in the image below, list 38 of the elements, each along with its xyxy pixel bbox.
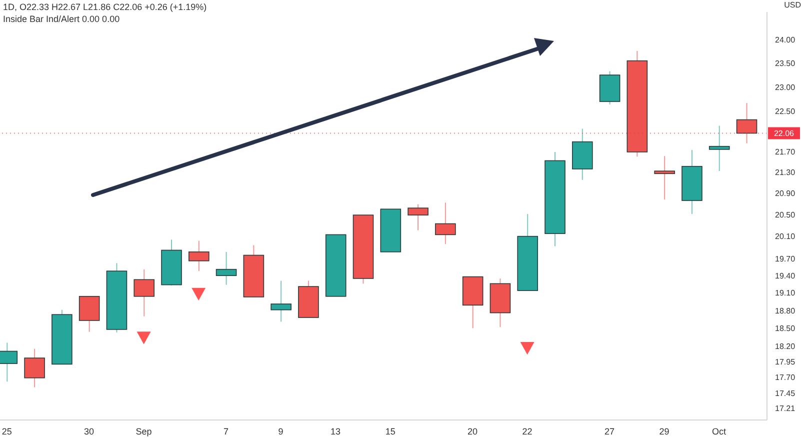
x-tick-label: 9 — [278, 426, 284, 436]
annotation: Inside Bar Ind/Alert 0.00 0.00 — [3, 13, 121, 25]
x-tick-label: 25 — [2, 426, 12, 436]
point — [136, 332, 151, 344]
y-tick-label: 17.21 — [775, 404, 796, 414]
x-tick-label: 7 — [223, 426, 228, 436]
y-tick-label: 18.80 — [775, 306, 796, 316]
x-tick-label: 13 — [330, 426, 341, 436]
x-tick-label: Sep — [136, 426, 152, 436]
point — [520, 342, 534, 355]
point — [192, 288, 206, 300]
y-tick-label: 17.45 — [775, 388, 796, 398]
y-tick-label: 20.90 — [775, 188, 796, 198]
y-tick-label: 23.50 — [775, 58, 796, 68]
y-axis-title: USD — [784, 0, 801, 10]
x-tick-label: 15 — [385, 426, 396, 436]
x-tick-label: Oct — [712, 426, 727, 436]
x-tick-label: 27 — [604, 426, 614, 436]
y-tick-label: 19.40 — [775, 271, 796, 280]
y-tick-label: 17.95 — [775, 358, 796, 367]
y-tick-label: 20.10 — [775, 232, 796, 242]
x-tick-label: 29 — [659, 426, 670, 436]
x-tick-label: 20 — [468, 426, 478, 436]
y-tick-label: 19.10 — [775, 288, 796, 298]
y-tick-label: 18.50 — [775, 324, 796, 334]
y-tick-label: 17.70 — [775, 373, 796, 382]
x-tick-label: 22 — [522, 426, 532, 436]
y-tick-label: 18.20 — [775, 342, 796, 352]
y-tick-label: 21.70 — [775, 147, 796, 156]
y-tick-label: 23.00 — [775, 82, 796, 92]
ref-line-label: 22.06 — [774, 129, 795, 138]
y-tick-label: 22.50 — [775, 107, 796, 116]
chart-title: 1D, O22.33 H22.67 L21.86 C22.06 +0.26 (+1.19%) — [3, 1, 207, 13]
y-tick-label: 19.70 — [775, 254, 796, 264]
y-tick-label: 24.00 — [775, 36, 796, 45]
x-tick-label: 30 — [84, 426, 94, 436]
y-tick-label: 20.50 — [775, 210, 796, 220]
y-tick-label: 21.30 — [775, 168, 796, 177]
